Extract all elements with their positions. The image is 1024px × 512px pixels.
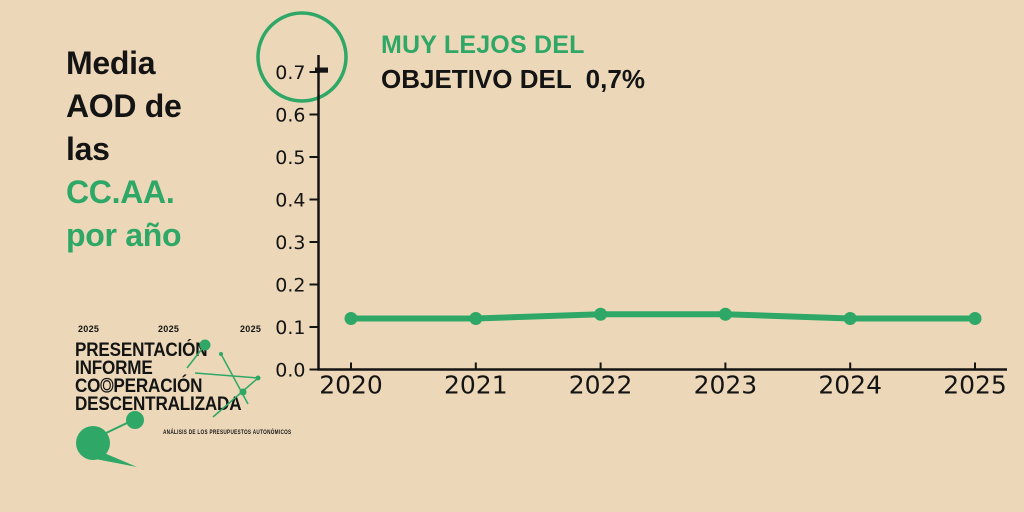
network-dot-b <box>219 352 223 356</box>
logo-year-2: 2025 <box>158 324 180 334</box>
logo-line-3: COOPERACIÓN <box>75 376 203 397</box>
svg-text:0.7: 0.7 <box>275 62 305 84</box>
headline-line1: MUY LEJOS DEL <box>381 31 585 59</box>
page-title: Media AOD de las CC.AA. por año <box>66 42 182 257</box>
outlined-o: O <box>100 376 114 397</box>
network-line-2 <box>220 353 249 405</box>
headline: MUY LEJOS DEL OBJETIVO DEL 0,7% <box>381 31 645 95</box>
objective-dash <box>315 67 328 73</box>
logo-line-2: INFORME <box>75 358 153 379</box>
chart-axes <box>309 55 1007 371</box>
svg-text:2022: 2022 <box>569 371 633 400</box>
svg-text:0.6: 0.6 <box>275 105 305 127</box>
logo-subtitle: ANÁLISIS DE LOS PRESUPUESTOS AUTONÓMICOS <box>163 429 292 436</box>
logo-small-circle <box>126 411 144 429</box>
svg-text:0.0: 0.0 <box>275 360 305 382</box>
network-dot-c <box>255 375 261 381</box>
svg-text:2024: 2024 <box>818 371 882 400</box>
logo-year-3: 2025 <box>240 324 262 334</box>
svg-text:2021: 2021 <box>444 371 508 400</box>
svg-text:2025: 2025 <box>943 371 1007 400</box>
chart-tick-labels: 0.0 0.1 0.2 0.3 0.4 0.5 0.6 0.7 2020 2021 2022 2023… <box>275 62 1007 400</box>
network-line-3 <box>194 372 259 379</box>
network-dot-d <box>239 388 247 396</box>
title-line-1: Media <box>66 45 156 81</box>
logo-circle-tail <box>90 450 137 467</box>
logo-line-4: DESCENTRALIZADA <box>75 394 242 415</box>
logo-title: PRESENTACIÓN INFORME COOPERACIÓN DESCENT… <box>75 340 242 415</box>
svg-text:0.2: 0.2 <box>275 275 305 297</box>
title-line-3: las <box>66 131 110 167</box>
logo-year-1: 2025 <box>78 324 100 334</box>
title-line-2: AOD de <box>66 88 182 124</box>
svg-text:2023: 2023 <box>694 371 758 400</box>
network-line-1 <box>186 344 206 369</box>
network-line-4 <box>212 377 259 418</box>
aod-series-line <box>344 307 982 325</box>
svg-text:0.4: 0.4 <box>275 190 305 212</box>
svg-text:2020: 2020 <box>319 371 383 400</box>
headline-line2: OBJETIVO DEL 0,7% <box>381 64 645 94</box>
svg-text:0.3: 0.3 <box>275 232 305 254</box>
title-line-4: CC.AA. <box>66 174 175 210</box>
title-line-5: por año <box>66 217 182 253</box>
logo-connector-line <box>103 421 130 435</box>
logo-line-1: PRESENTACIÓN <box>75 340 208 361</box>
svg-text:0.5: 0.5 <box>275 147 305 169</box>
svg-text:0.1: 0.1 <box>275 317 305 339</box>
objective-circle <box>256 11 348 103</box>
logo-big-circle <box>76 426 110 460</box>
